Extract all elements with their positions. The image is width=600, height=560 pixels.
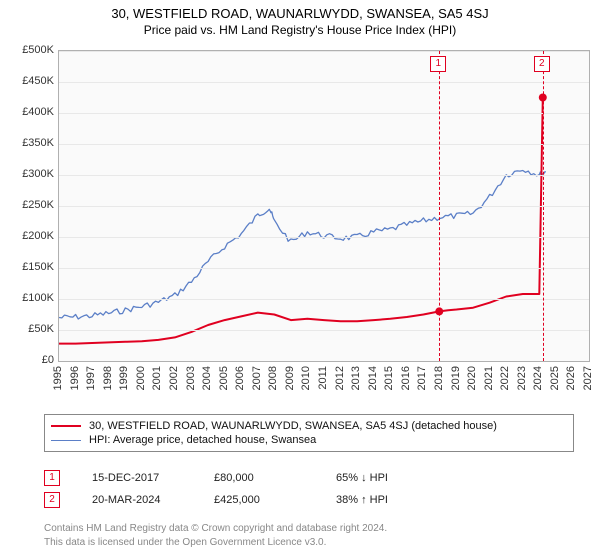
legend-label-hpi: HPI: Average price, detached house, Swan…	[89, 434, 316, 446]
x-tick-label: 2022	[499, 366, 511, 390]
x-tick-label: 1995	[52, 366, 64, 390]
x-tick-label: 2004	[201, 366, 213, 390]
legend-swatch-property	[51, 425, 81, 427]
event-delta-2: 38% ↑ HPI	[336, 494, 426, 506]
legend-row-property: 30, WESTFIELD ROAD, WAUNARLWYDD, SWANSEA…	[51, 419, 567, 433]
x-tick-label: 2002	[168, 366, 180, 390]
title-block: 30, WESTFIELD ROAD, WAUNARLWYDD, SWANSEA…	[0, 0, 600, 37]
footer: Contains HM Land Registry data © Crown c…	[44, 522, 387, 549]
x-tick-label: 2015	[383, 366, 395, 390]
chart-marker-1: 1	[430, 56, 446, 72]
x-tick-label: 2013	[350, 366, 362, 390]
y-tick-label: £500K	[6, 44, 54, 56]
page-root: 30, WESTFIELD ROAD, WAUNARLWYDD, SWANSEA…	[0, 0, 600, 560]
y-tick-label: £50K	[6, 323, 54, 335]
x-tick-label: 1997	[85, 366, 97, 390]
x-tick-label: 2012	[334, 366, 346, 390]
x-tick-label: 2027	[582, 366, 594, 390]
y-tick-label: £450K	[6, 75, 54, 87]
x-tick-label: 2026	[565, 366, 577, 390]
event-row-2: 2 20-MAR-2024 £425,000 38% ↑ HPI	[44, 492, 426, 508]
x-tick-label: 2018	[433, 366, 445, 390]
x-tick-label: 1996	[69, 366, 81, 390]
footer-line-2: This data is licensed under the Open Gov…	[44, 536, 387, 550]
page-subtitle: Price paid vs. HM Land Registry's House …	[0, 23, 600, 37]
x-tick-label: 2007	[251, 366, 263, 390]
x-tick-label: 2019	[450, 366, 462, 390]
y-tick-label: £300K	[6, 168, 54, 180]
event-price-1: £80,000	[214, 472, 304, 484]
page-title: 30, WESTFIELD ROAD, WAUNARLWYDD, SWANSEA…	[0, 6, 600, 21]
x-tick-label: 1999	[118, 366, 130, 390]
x-tick-label: 2024	[532, 366, 544, 390]
event-date-2: 20-MAR-2024	[92, 494, 182, 506]
x-tick-label: 2005	[218, 366, 230, 390]
y-tick-label: £0	[6, 354, 54, 366]
x-tick-label: 2023	[516, 366, 528, 390]
plot-area	[58, 50, 590, 362]
event-row-1: 1 15-DEC-2017 £80,000 65% ↓ HPI	[44, 470, 426, 486]
x-tick-label: 2021	[483, 366, 495, 390]
y-tick-label: £100K	[6, 292, 54, 304]
y-tick-label: £400K	[6, 106, 54, 118]
y-tick-label: £350K	[6, 137, 54, 149]
legend-swatch-hpi	[51, 440, 81, 441]
legend-label-property: 30, WESTFIELD ROAD, WAUNARLWYDD, SWANSEA…	[89, 420, 497, 432]
x-tick-label: 2001	[151, 366, 163, 390]
x-tick-label: 2010	[300, 366, 312, 390]
event-price-2: £425,000	[214, 494, 304, 506]
y-tick-label: £250K	[6, 199, 54, 211]
x-tick-label: 1998	[102, 366, 114, 390]
events-table: 1 15-DEC-2017 £80,000 65% ↓ HPI 2 20-MAR…	[44, 464, 426, 514]
footer-line-1: Contains HM Land Registry data © Crown c…	[44, 522, 387, 536]
x-tick-label: 2000	[135, 366, 147, 390]
x-tick-label: 2017	[416, 366, 428, 390]
chart-marker-2: 2	[534, 56, 550, 72]
x-tick-label: 2009	[284, 366, 296, 390]
x-tick-label: 2025	[549, 366, 561, 390]
legend-row-hpi: HPI: Average price, detached house, Swan…	[51, 433, 567, 447]
event-marker-1: 1	[44, 470, 60, 486]
x-tick-label: 2006	[234, 366, 246, 390]
x-tick-label: 2020	[466, 366, 478, 390]
event-delta-1: 65% ↓ HPI	[336, 472, 426, 484]
event-date-1: 15-DEC-2017	[92, 472, 182, 484]
chart-container: £0 £50K £100K £150K £200K £250K £300K £350K £400…	[6, 46, 594, 406]
event-marker-2: 2	[44, 492, 60, 508]
x-tick-label: 2011	[317, 366, 329, 390]
y-tick-label: £150K	[6, 261, 54, 273]
x-tick-label: 2016	[400, 366, 412, 390]
y-tick-label: £200K	[6, 230, 54, 242]
x-tick-label: 2008	[267, 366, 279, 390]
legend: 30, WESTFIELD ROAD, WAUNARLWYDD, SWANSEA…	[44, 414, 574, 452]
x-tick-label: 2003	[185, 366, 197, 390]
x-tick-label: 2014	[367, 366, 379, 390]
